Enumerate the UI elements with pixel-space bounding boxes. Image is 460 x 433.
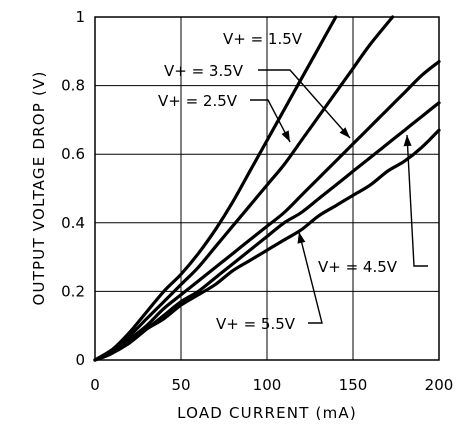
annotation-leader-line [258, 69, 351, 139]
series-annotation-label: V+ = 3.5V [164, 62, 244, 80]
annotations-layer: V+ = 1.5V V+ = 3.5V V+ = 2.5V V+ = 4.5V V+ =… [158, 30, 398, 333]
annotation-arrowhead [403, 135, 412, 147]
grid-layer [95, 17, 439, 360]
y-tick-label: 0.6 [61, 145, 85, 163]
series-annotation-label: V+ = 5.5V [216, 315, 296, 333]
y-axis-title: OUTPUT VOLTAGE DROP (V) [30, 70, 48, 305]
annotation-arrowhead [281, 130, 290, 142]
series-annotation-label: V+ = 2.5V [158, 92, 238, 110]
series-line-3 [93, 60, 441, 362]
x-tick-label: 200 [425, 376, 454, 394]
series-line-5 [93, 128, 441, 362]
x-tick-label: 0 [90, 376, 100, 394]
x-tick-label: 150 [339, 376, 368, 394]
annotation-arrowhead [339, 127, 350, 138]
x-tick-label: 50 [171, 376, 190, 394]
annotation-leader-line [406, 134, 428, 267]
y-tick-label: 0.4 [61, 214, 85, 232]
plot-frame [94, 16, 440, 361]
ticks-layer: 0 50 100 150 200 0 0.2 0.4 0.6 0.8 1 [61, 8, 453, 394]
series-line-2 [93, 15, 395, 362]
series-annotation-label: V+ = 1.5V [223, 30, 303, 48]
curves-layer [93, 15, 441, 362]
annotation-arrowhead [297, 232, 306, 244]
annotation-leader-line [250, 99, 291, 143]
leaders-layer [250, 69, 428, 324]
x-axis-title: LOAD CURRENT (mA) [177, 404, 357, 422]
y-tick-label: 0.8 [61, 77, 85, 95]
annotation-leader-line [298, 231, 323, 324]
series-annotation-label: V+ = 4.5V [318, 258, 398, 276]
series-line-1 [93, 15, 338, 362]
y-tick-label: 0.2 [61, 282, 85, 300]
x-tick-label: 100 [253, 376, 282, 394]
y-tick-label: 1 [75, 8, 85, 26]
y-tick-label: 0 [75, 351, 85, 369]
